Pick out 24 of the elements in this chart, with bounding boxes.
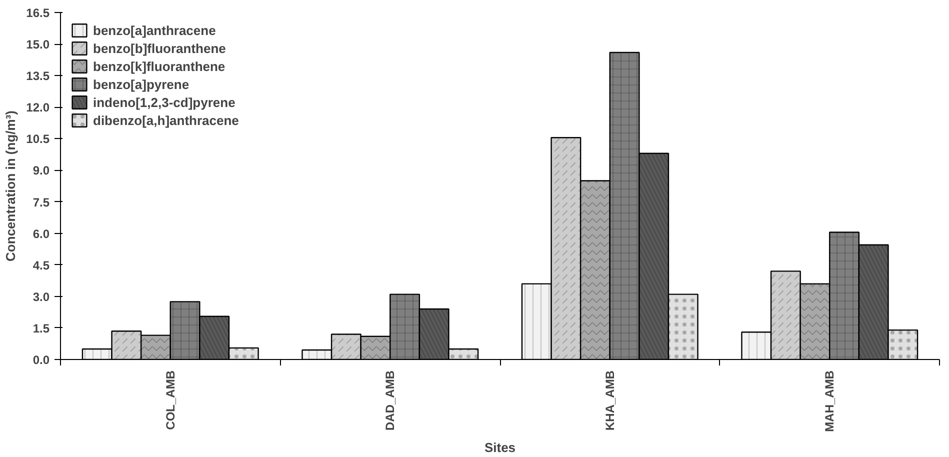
legend-label: benzo[a]anthracene <box>93 22 216 38</box>
legend-label: benzo[k]fluoranthene <box>93 58 226 74</box>
y-tick-label: 3.0 <box>32 290 50 304</box>
legend-label: benzo[b]fluoranthene <box>93 40 226 56</box>
y-tick-label: 10.5 <box>26 132 50 146</box>
y-tick-label: 12.0 <box>26 100 50 115</box>
x-tick-label: DAD_AMB <box>383 370 398 430</box>
y-tick-label: 7.5 <box>32 195 50 210</box>
x-axis-title: Sites <box>484 440 516 455</box>
y-tick-label: 9.0 <box>32 164 50 178</box>
legend-label: benzo[a]pyrene <box>93 76 190 92</box>
y-tick-label: 6.0 <box>32 226 50 241</box>
y-tick-label: 1.5 <box>32 321 50 336</box>
x-tick-label: MAH_AMB <box>822 370 837 432</box>
y-tick-label: 15.0 <box>26 38 50 52</box>
x-tick-label: KHA_AMB <box>602 370 617 430</box>
y-tick-label: 4.5 <box>32 258 50 272</box>
y-tick-label: 13.5 <box>26 69 50 84</box>
legend-label: dibenzo[a,h]anthracene <box>93 112 239 128</box>
y-tick-label: 0.0 <box>32 353 50 367</box>
x-tick-label: COL_AMB <box>163 370 178 430</box>
y-tick-label: 16.5 <box>26 6 50 20</box>
y-axis-title: Concentration in (ng/m³) <box>3 110 18 262</box>
legend-label: indeno[1,2,3-cd]pyrene <box>93 94 236 110</box>
